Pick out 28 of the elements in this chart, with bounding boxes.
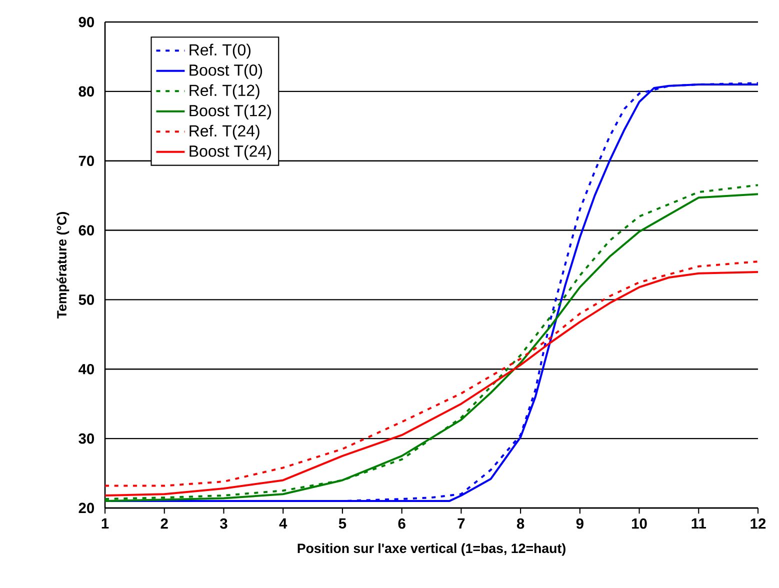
x-tick-label: 2 (160, 518, 168, 529)
x-tick-label: 6 (398, 518, 406, 529)
x-tick-label: 4 (279, 518, 288, 528)
x-axis-title: Position sur l'axe vertical (1=bas, 12=haut) (298, 543, 566, 556)
y-tick-label: 60 (78, 225, 94, 236)
legend-label: Boost T(24) (190, 145, 271, 160)
x-tick-label: 1 (102, 518, 109, 528)
x-tick-label: 5 (338, 518, 346, 529)
y-tick-label: 90 (78, 16, 94, 28)
x-tick-label: 9 (576, 518, 584, 529)
y-tick-label: 50 (78, 294, 94, 305)
x-tick-label: 10 (632, 518, 647, 529)
y-tick-label: 80 (78, 86, 94, 97)
legend-label: Boost T(0) (190, 64, 262, 79)
x-tick-label: 8 (516, 518, 524, 529)
y-tick-label: 20 (78, 502, 94, 514)
y-axis-title: Température (°C) (56, 212, 70, 319)
x-tick-label: 7 (458, 518, 465, 528)
x-tick-label: 12 (750, 518, 766, 529)
legend-label: Ref. T(12) (190, 84, 260, 100)
legend-label: Ref. T(24) (190, 124, 260, 140)
y-tick-label: 30 (78, 433, 94, 444)
legend-label: Boost T(12) (190, 104, 271, 120)
x-tick-label: 3 (220, 518, 228, 529)
legend-label: Ref. T(0) (190, 44, 250, 59)
x-tick-label: 11 (692, 518, 706, 528)
y-tick-label: 70 (78, 156, 94, 166)
y-tick-label: 40 (78, 364, 94, 374)
